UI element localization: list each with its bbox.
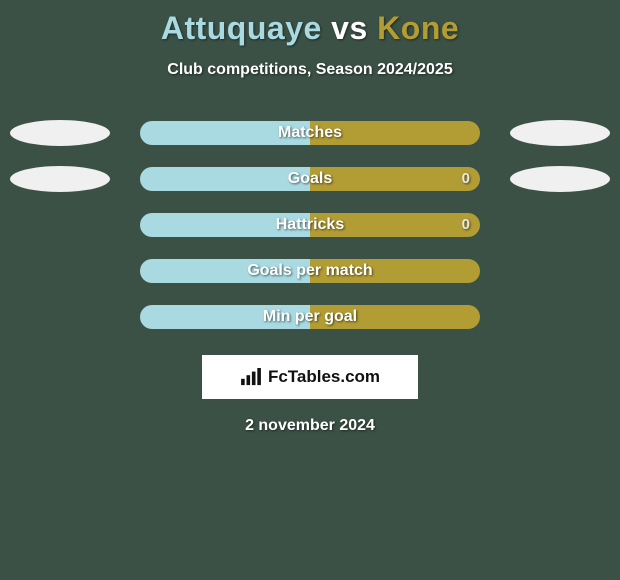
stat-row: Goals per match <box>0 259 620 283</box>
brand-box: FcTables.com <box>202 355 418 399</box>
bar-track <box>140 213 480 237</box>
bar-right <box>310 121 480 145</box>
bar-right <box>310 259 480 283</box>
bar-right <box>310 305 480 329</box>
stat-row: Goals0 <box>0 167 620 191</box>
title-vs: vs <box>331 10 368 46</box>
stat-rows: Matches Goals0 Hattricks0 Goals per match Mi… <box>0 121 620 329</box>
bar-chart-icon <box>240 368 262 386</box>
bar-track <box>140 259 480 283</box>
bar-left <box>140 305 310 329</box>
stat-row: Hattricks0 <box>0 213 620 237</box>
player2-name: Kone <box>377 10 459 46</box>
player1-name: Attuquaye <box>161 10 322 46</box>
subtitle: Club competitions, Season 2024/2025 <box>0 61 620 79</box>
bar-left <box>140 167 310 191</box>
comparison-infographic: Attuquaye vs Kone Club competitions, Sea… <box>0 0 620 580</box>
stat-row: Matches <box>0 121 620 145</box>
stat-row: Min per goal <box>0 305 620 329</box>
player1-oval <box>10 120 110 146</box>
bar-right <box>310 167 480 191</box>
brand-text: FcTables.com <box>268 367 380 387</box>
bar-left <box>140 259 310 283</box>
bar-right <box>310 213 480 237</box>
footer-date: 2 november 2024 <box>0 417 620 435</box>
page-title: Attuquaye vs Kone <box>0 0 620 47</box>
bar-track <box>140 305 480 329</box>
player2-oval <box>510 120 610 146</box>
stat-value-right: 0 <box>462 213 470 237</box>
stat-value-right: 0 <box>462 167 470 191</box>
bar-left <box>140 213 310 237</box>
bar-track <box>140 121 480 145</box>
bar-track <box>140 167 480 191</box>
player1-oval <box>10 166 110 192</box>
bar-left <box>140 121 310 145</box>
player2-oval <box>510 166 610 192</box>
